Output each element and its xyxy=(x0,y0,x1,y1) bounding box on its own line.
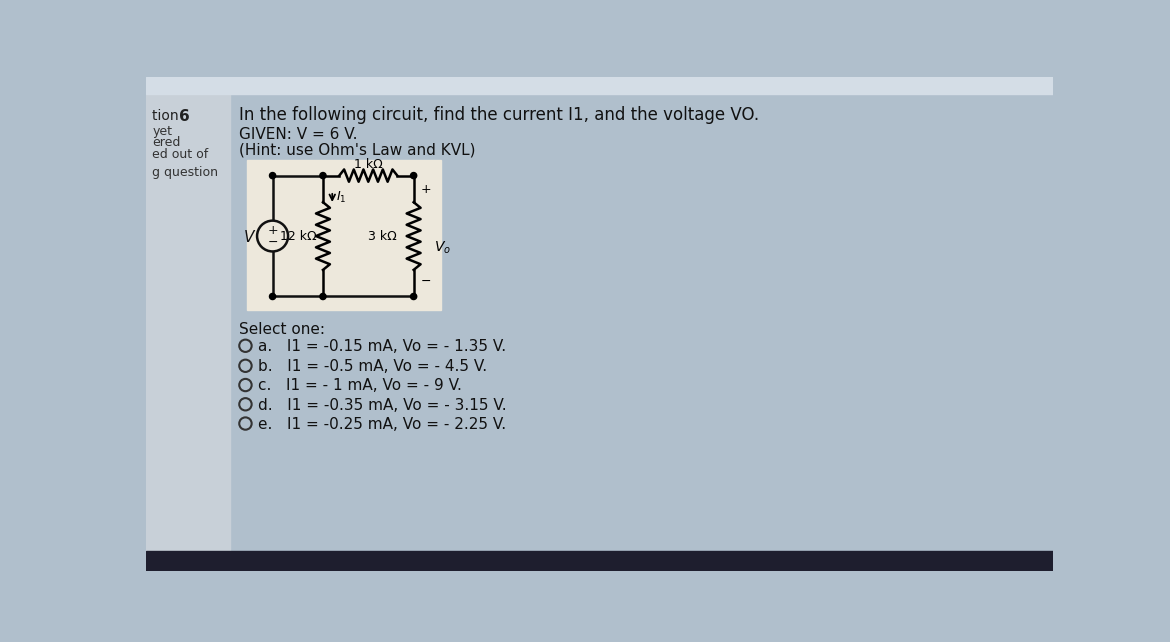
Text: ed out of: ed out of xyxy=(152,148,208,161)
Text: b.   I1 = -0.5 mA, Vo = - 4.5 V.: b. I1 = -0.5 mA, Vo = - 4.5 V. xyxy=(257,359,487,374)
Text: yet: yet xyxy=(152,125,172,138)
Text: (Hint: use Ohm's Law and KVL): (Hint: use Ohm's Law and KVL) xyxy=(239,143,476,157)
Circle shape xyxy=(319,293,326,300)
Circle shape xyxy=(411,173,417,178)
Text: 1 kΩ: 1 kΩ xyxy=(353,157,383,171)
Text: +: + xyxy=(267,224,278,237)
Text: a.   I1 = -0.15 mA, Vo = - 1.35 V.: a. I1 = -0.15 mA, Vo = - 1.35 V. xyxy=(257,339,505,354)
Bar xyxy=(247,160,441,310)
Text: Select one:: Select one: xyxy=(239,322,325,337)
Circle shape xyxy=(319,173,326,178)
Bar xyxy=(146,94,230,552)
Text: c.   I1 = - 1 mA, Vo = - 9 V.: c. I1 = - 1 mA, Vo = - 9 V. xyxy=(257,378,462,394)
Text: g question: g question xyxy=(152,166,219,178)
Text: $I_1$: $I_1$ xyxy=(336,189,346,205)
Bar xyxy=(146,77,1053,94)
Text: +: + xyxy=(421,183,432,196)
Circle shape xyxy=(257,221,288,252)
Circle shape xyxy=(411,293,417,300)
Text: 12 kΩ: 12 kΩ xyxy=(280,230,316,243)
Circle shape xyxy=(269,173,276,178)
Bar xyxy=(146,551,1053,571)
Text: In the following circuit, find the current I1, and the voltage VO.: In the following circuit, find the curre… xyxy=(239,107,759,125)
Text: −: − xyxy=(267,236,277,248)
Text: GIVEN: V = 6 V.: GIVEN: V = 6 V. xyxy=(239,127,358,142)
Text: V: V xyxy=(245,230,255,245)
Text: d.   I1 = -0.35 mA, Vo = - 3.15 V.: d. I1 = -0.35 mA, Vo = - 3.15 V. xyxy=(257,397,507,413)
Text: e.   I1 = -0.25 mA, Vo = - 2.25 V.: e. I1 = -0.25 mA, Vo = - 2.25 V. xyxy=(257,417,505,432)
Text: −: − xyxy=(421,275,432,288)
Text: 6: 6 xyxy=(179,109,190,125)
Text: ered: ered xyxy=(152,135,181,148)
Circle shape xyxy=(269,293,276,300)
Text: 3 kΩ: 3 kΩ xyxy=(367,230,397,243)
Text: tion: tion xyxy=(152,109,184,123)
Text: $V_o$: $V_o$ xyxy=(434,239,450,256)
